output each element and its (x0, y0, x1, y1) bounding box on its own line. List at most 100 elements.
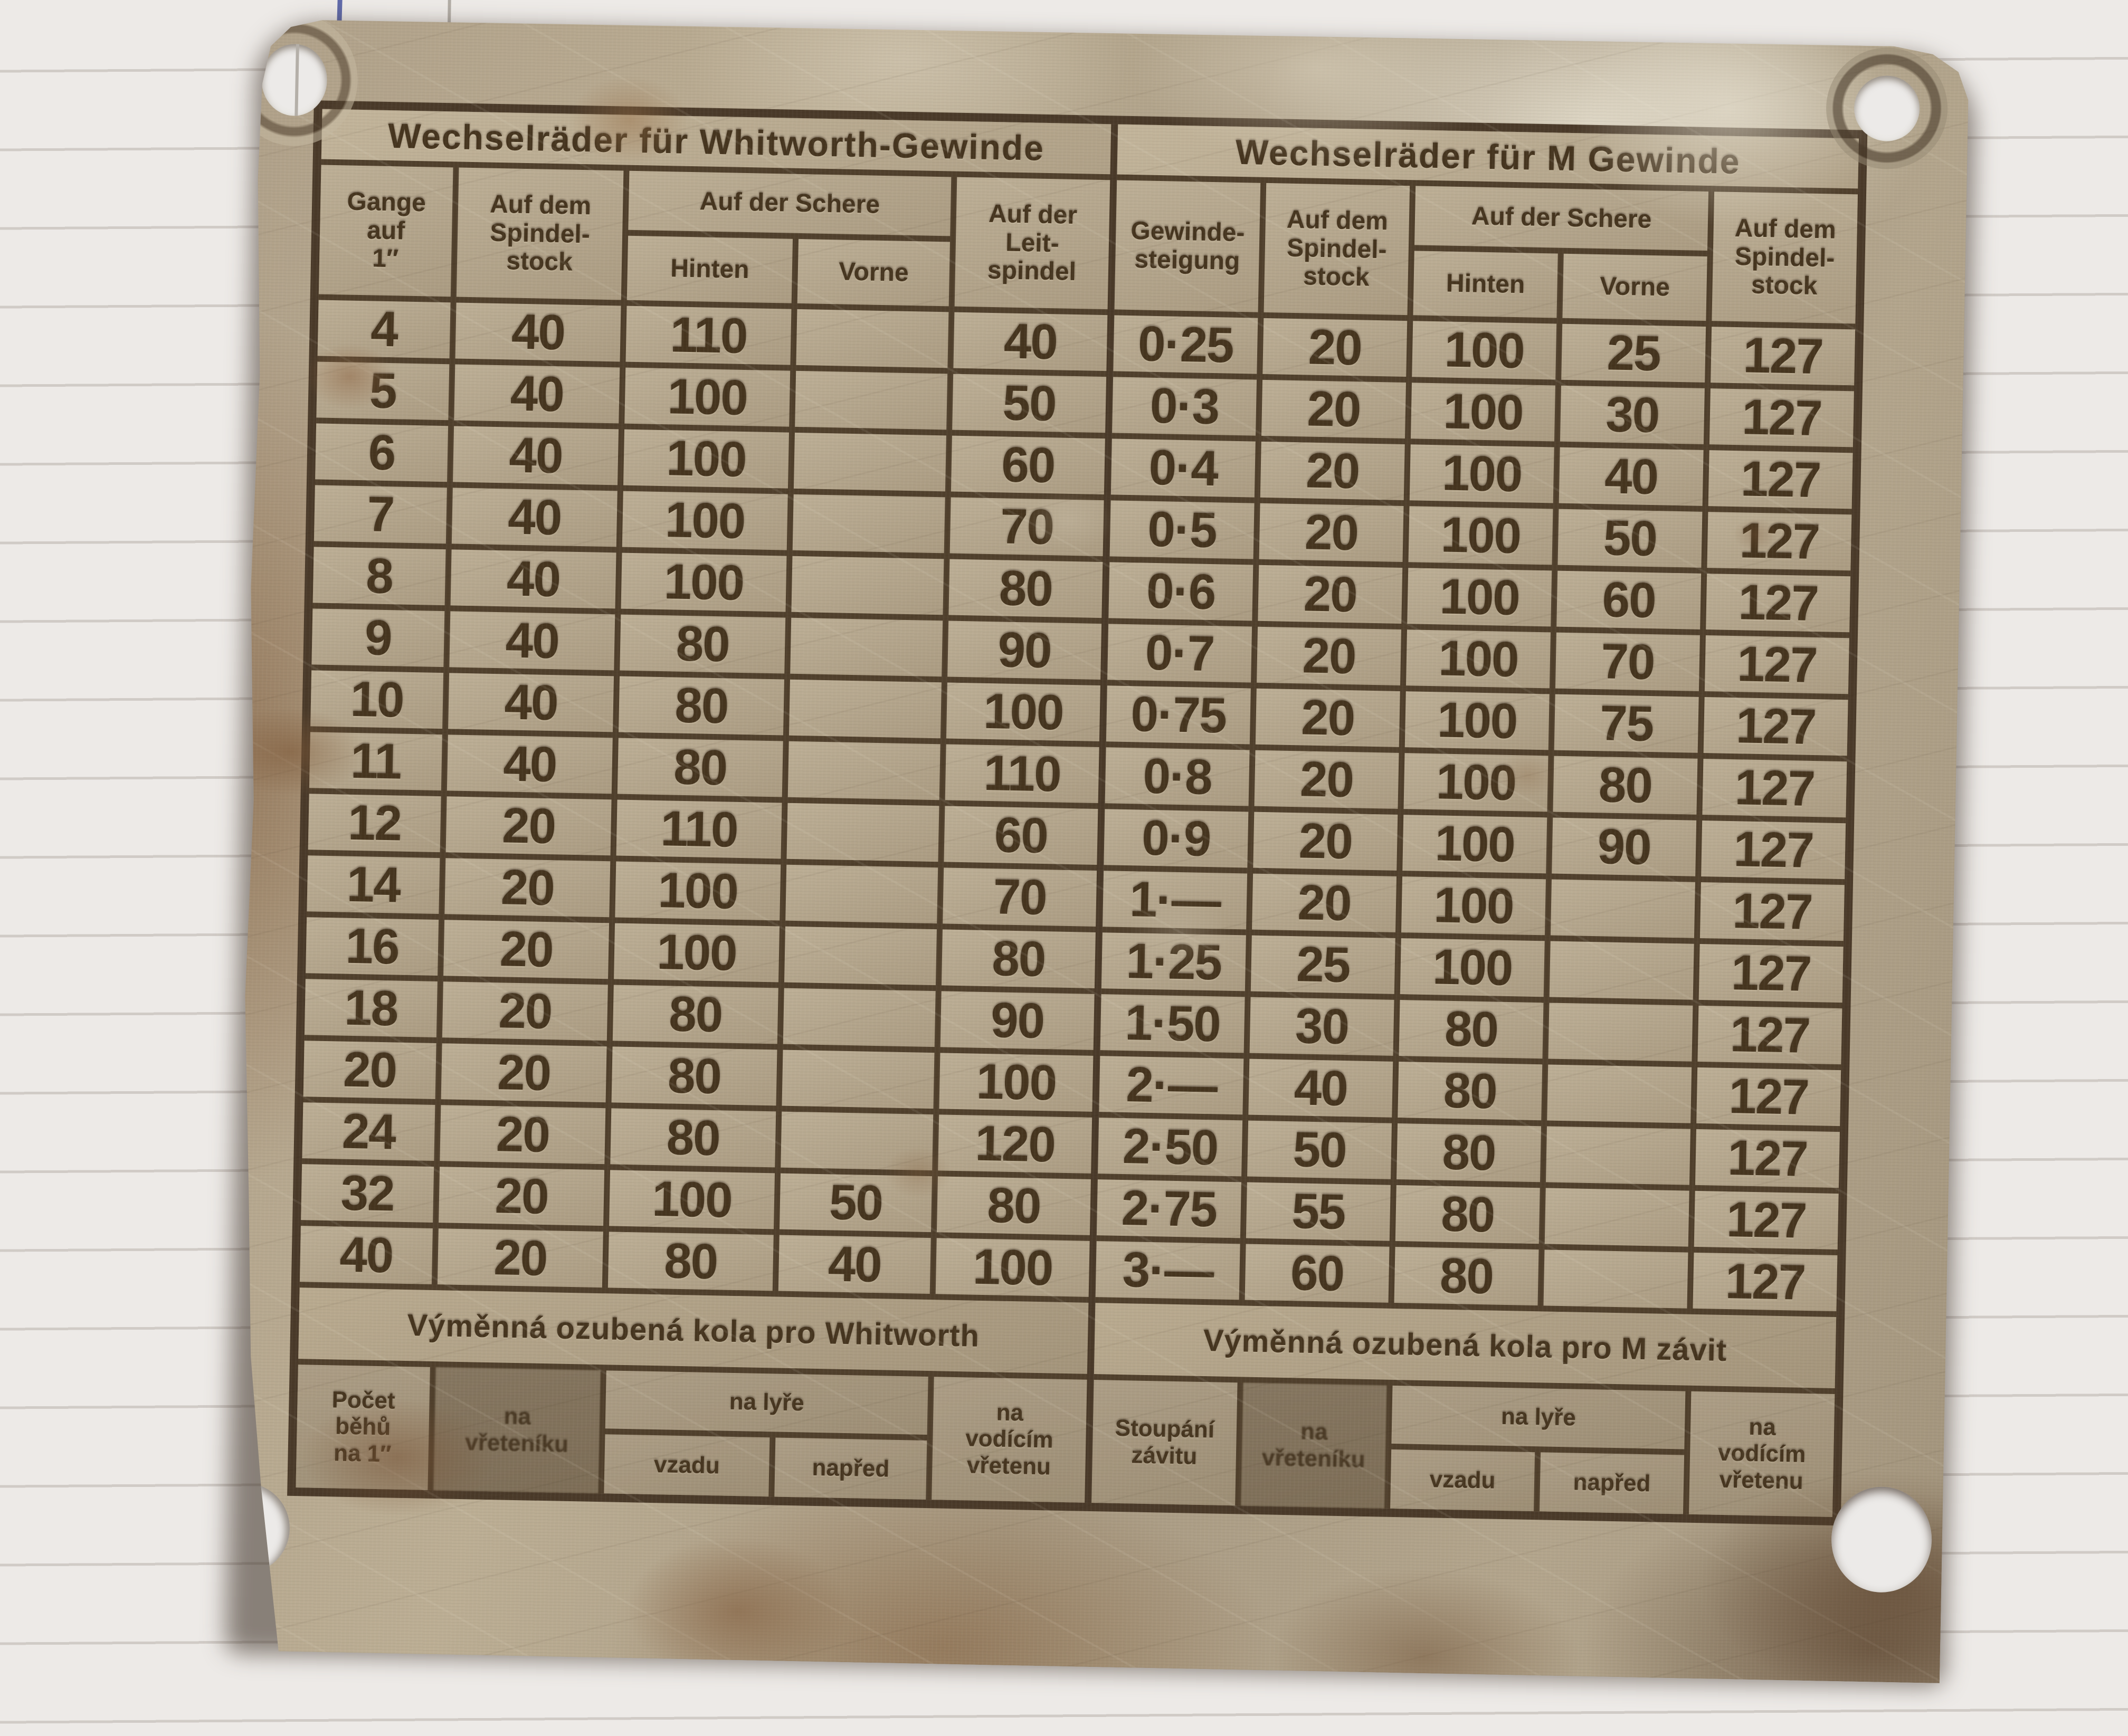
table-cell: 0·8 (1105, 747, 1250, 806)
table-cell: 20 (443, 920, 609, 979)
table-cell: 8 (313, 547, 446, 605)
table-cell: 80 (610, 1108, 776, 1167)
table-cell: 40 (449, 611, 615, 670)
table-cell: 50 (1557, 509, 1702, 568)
table-cell: 100 (1402, 815, 1547, 873)
table-cell: 32 (301, 1164, 434, 1223)
table-cell: 20 (1258, 565, 1402, 624)
table-cell: 127 (1701, 821, 1846, 879)
table-cell: 9 (311, 608, 444, 667)
table-cell (791, 556, 944, 615)
column-header-hinten: Hinten (627, 236, 793, 303)
table-cell: 30 (1250, 997, 1394, 1056)
czech-header-vodicim: na vodícím vřetenu (1689, 1391, 1835, 1517)
table-cell: 50 (1247, 1121, 1392, 1179)
table-cell (783, 988, 936, 1047)
czech-header-pocet: Počet běhů na 1″ (296, 1365, 430, 1490)
column-header-schere: Auf der Schere (628, 171, 951, 236)
table-cell: 20 (1253, 812, 1398, 871)
table-cell: 80 (613, 985, 778, 1044)
column-header-vorne: Vorne (1562, 254, 1707, 321)
column-header-spindelstock: Auf dem Spindel- stock (1264, 183, 1410, 315)
table-cell (1548, 1003, 1693, 1061)
table-cell: 20 (303, 1041, 436, 1099)
czech-header-lyre: na lyře (605, 1370, 928, 1435)
table-cell: 0·7 (1107, 624, 1252, 682)
table-cell: 24 (302, 1102, 435, 1161)
table-cell: 80 (1553, 756, 1697, 815)
table-cell: 127 (1709, 388, 1854, 447)
table-cell: 127 (1699, 944, 1844, 1003)
table-cell: 100 (936, 1238, 1090, 1297)
table-cell: 20 (438, 1228, 603, 1287)
table-cell: 110 (945, 744, 1099, 803)
table-cell: 60 (951, 436, 1105, 495)
table-cell: 110 (626, 306, 792, 365)
table-cell: 100 (622, 491, 788, 550)
table-cell: 20 (1260, 442, 1405, 500)
table-cell (790, 618, 943, 676)
table-cell: 40 (453, 426, 619, 485)
table-cell: 20 (1252, 874, 1396, 932)
table-cell: 12 (308, 794, 441, 852)
table-cell: 1·50 (1100, 994, 1245, 1053)
table-cell: 70 (943, 867, 1097, 927)
table-cell (1546, 1126, 1690, 1185)
table-cell: 100 (623, 430, 789, 489)
table-cell: 0·6 (1108, 562, 1253, 621)
table-cell: 100 (615, 861, 781, 920)
table-cell: 40 (448, 673, 614, 732)
table-cell: 40 (454, 364, 620, 423)
table-cell: 110 (616, 800, 782, 859)
metal-plate: Wechselräder für Whitworth-Gewinde Gange… (222, 15, 1971, 1683)
table-cell: 80 (1396, 1123, 1541, 1182)
table-cell: 40 (447, 735, 613, 794)
table-cell: 16 (306, 917, 439, 976)
engraved-table: Wechselräder für Whitworth-Gewinde Gange… (287, 100, 1867, 1525)
table-cell: 75 (1554, 694, 1699, 753)
table-cell: 80 (619, 676, 784, 736)
table-cell: 40 (1248, 1059, 1393, 1118)
table-cell (789, 680, 942, 738)
table-cell: 40 (452, 488, 618, 547)
table-cell: 7 (314, 485, 447, 543)
table-cell: 30 (1560, 386, 1705, 444)
table-cell: 40 (1559, 447, 1704, 506)
table-cell: 127 (1711, 327, 1855, 385)
czech-header-vzadu: vzadu (1390, 1449, 1535, 1511)
table-cell: 40 (455, 302, 621, 361)
table-cell: 20 (441, 1043, 607, 1102)
screw-hole-bottom-right (1830, 1486, 1933, 1594)
table-cell: 25 (1561, 324, 1706, 383)
table-cell: 0·3 (1112, 377, 1257, 435)
table-cell: 10 (310, 670, 443, 729)
table-cell: 70 (1555, 633, 1700, 691)
table-cell: 127 (1697, 1006, 1842, 1064)
table-cell: 70 (950, 498, 1104, 557)
table-cell: 127 (1694, 1191, 1839, 1249)
table-cell: 100 (1411, 383, 1555, 441)
czech-header-napred: napřed (774, 1437, 927, 1499)
table-cell: 80 (1398, 1062, 1542, 1120)
table-cell: 127 (1706, 574, 1850, 632)
table-cell: 100 (939, 1053, 1093, 1112)
table-cell: 100 (946, 682, 1100, 741)
column-header-hinten: Hinten (1413, 251, 1557, 318)
table-cell: 80 (620, 615, 785, 674)
column-header-leitspindel: Auf der Leit- spindel (955, 177, 1110, 310)
table-cell: 55 (1246, 1182, 1391, 1241)
table-cell: 40 (778, 1235, 931, 1294)
table-cell: 0·25 (1113, 315, 1258, 374)
table-cell: 20 (442, 981, 608, 1041)
table-cell: 2·50 (1098, 1118, 1242, 1176)
table-cell: 100 (621, 553, 787, 612)
table-cell: 0·75 (1106, 685, 1251, 744)
metric-table: Wechselräder für M Gewinde Gewinde- stei… (1091, 124, 1859, 1516)
table-cell: 100 (1405, 691, 1550, 750)
table-cell (1545, 1188, 1689, 1246)
table-cell: 127 (1708, 450, 1853, 509)
table-cell: 20 (1255, 750, 1399, 809)
table-cell: 0·9 (1104, 809, 1248, 867)
czech-header-napred: napřed (1540, 1452, 1684, 1514)
